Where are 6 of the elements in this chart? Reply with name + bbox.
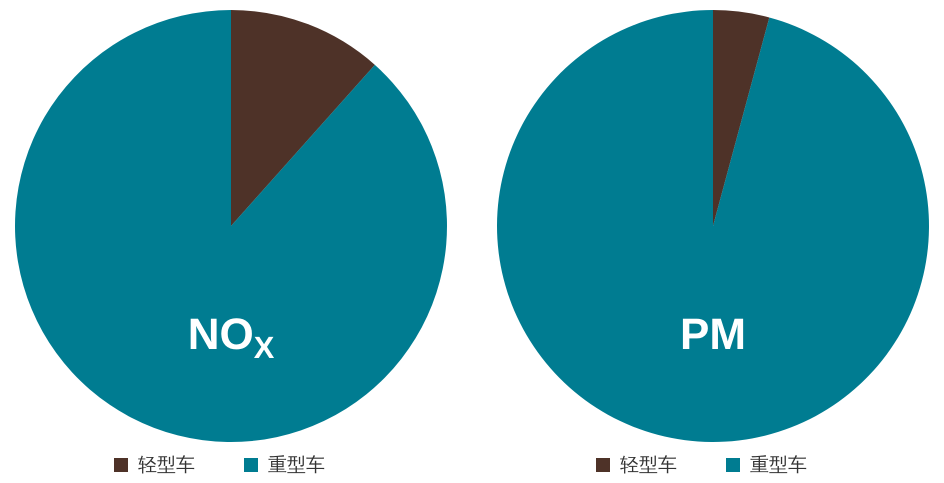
- legend-label: 重型车: [268, 454, 325, 476]
- text: PM: [680, 310, 746, 359]
- legend-label: 重型车: [750, 454, 807, 476]
- text: NO$_{X}$: [188, 310, 275, 366]
- legend-label: 轻型车: [138, 454, 195, 476]
- legend-label: 轻型车: [620, 454, 677, 476]
